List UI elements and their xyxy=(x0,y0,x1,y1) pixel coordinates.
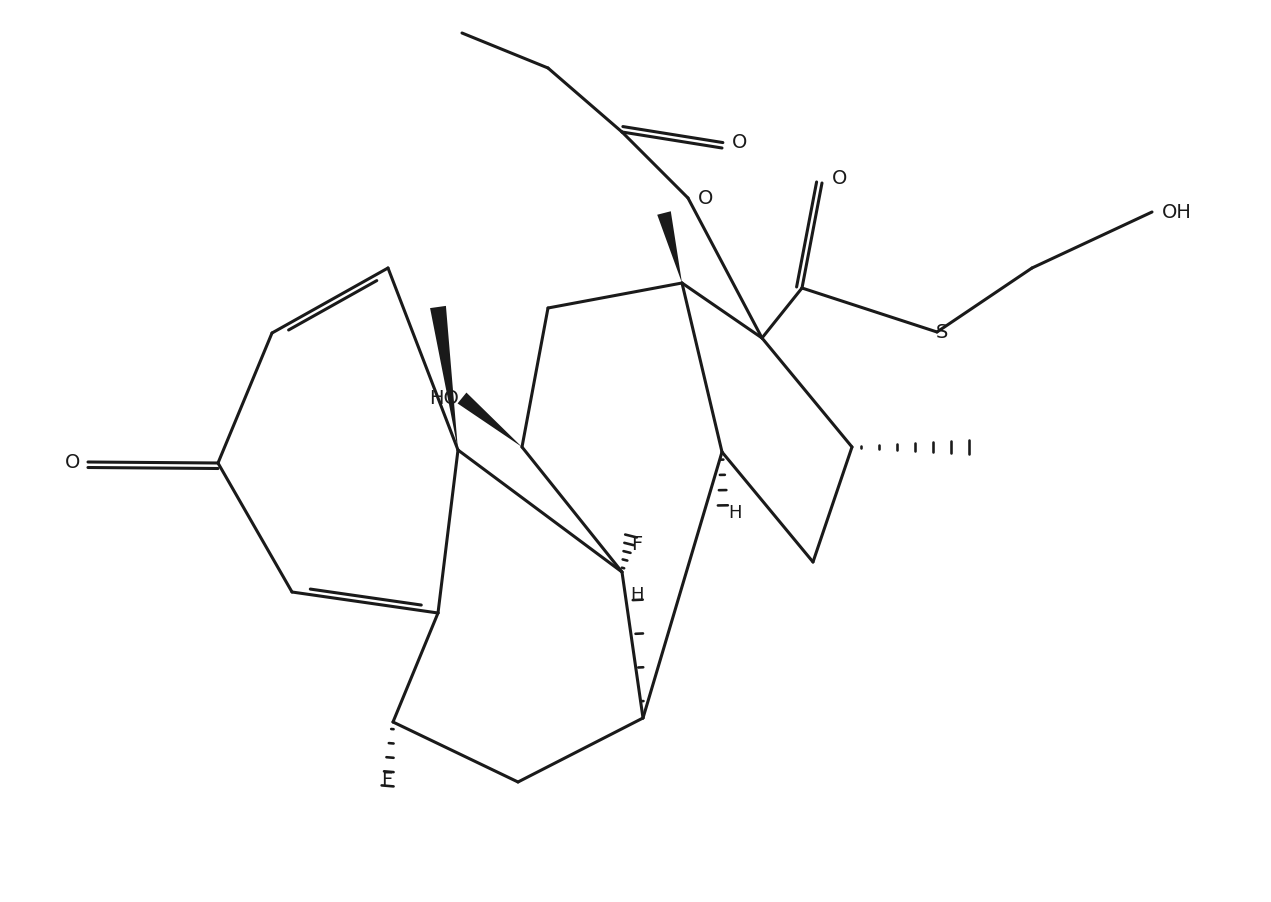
Polygon shape xyxy=(657,211,683,283)
Text: H: H xyxy=(728,504,742,522)
Text: S: S xyxy=(935,323,948,342)
Text: F: F xyxy=(632,535,643,554)
Text: O: O xyxy=(732,133,747,152)
Text: HO: HO xyxy=(430,389,459,408)
Text: O: O xyxy=(833,169,848,188)
Polygon shape xyxy=(458,392,522,447)
Polygon shape xyxy=(430,306,458,450)
Text: O: O xyxy=(698,189,714,207)
Text: OH: OH xyxy=(1162,203,1192,222)
Text: F: F xyxy=(381,771,393,790)
Text: O: O xyxy=(65,453,80,472)
Text: H: H xyxy=(630,586,643,604)
